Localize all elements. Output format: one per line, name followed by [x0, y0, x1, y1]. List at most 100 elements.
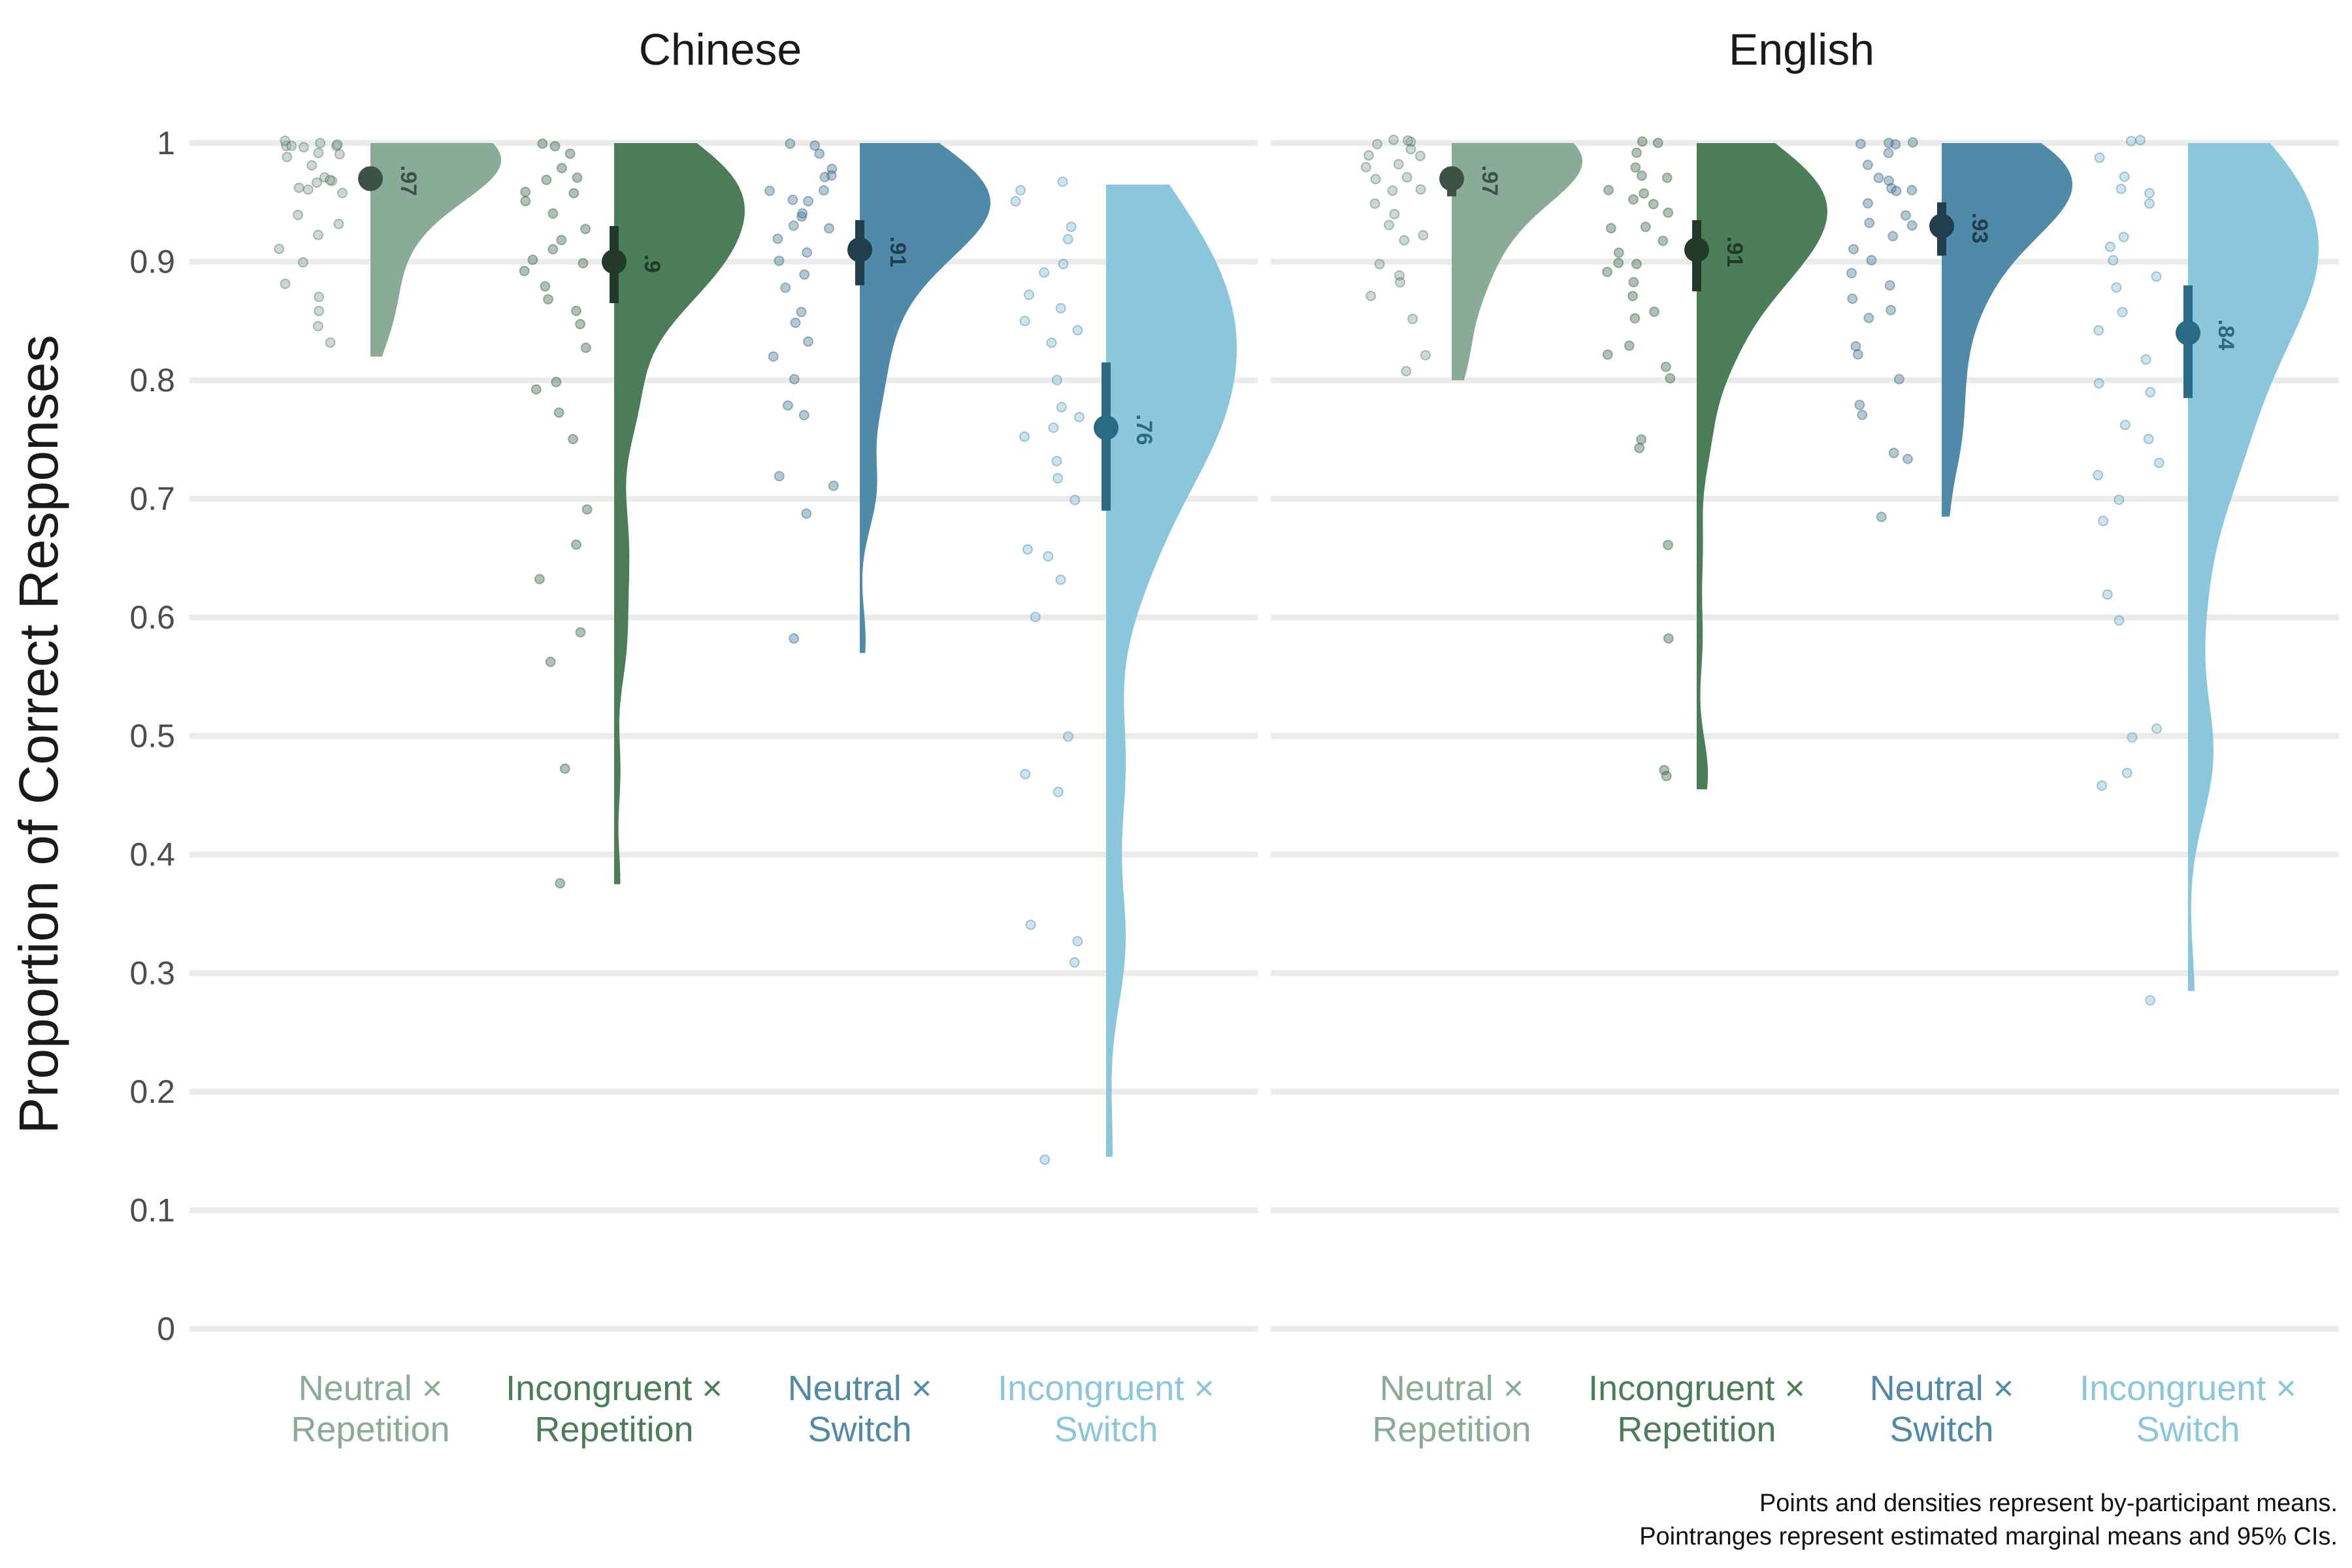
mean-point [1929, 214, 1954, 239]
participant-point [797, 208, 808, 219]
participant-point [531, 384, 542, 395]
participant-point [1022, 544, 1033, 555]
mean-label: .97 [396, 165, 421, 196]
participant-point [1401, 172, 1413, 183]
participant-point [789, 374, 800, 385]
participant-point [551, 376, 562, 387]
participant-point [331, 140, 342, 152]
participant-point [1010, 196, 1021, 207]
participant-point [1659, 764, 1670, 776]
participant-point [1862, 159, 1873, 171]
participant-point [2119, 171, 2130, 182]
participant-point [549, 140, 561, 152]
x-tick-label-line2: Switch [2136, 1410, 2240, 1449]
participant-point [2119, 419, 2131, 431]
participant-point [1039, 1154, 1051, 1165]
participant-point [1891, 186, 1902, 197]
participant-point [1039, 267, 1050, 278]
participant-point [541, 174, 552, 186]
participant-point [559, 763, 570, 774]
participant-point [1663, 540, 1674, 551]
participant-point [334, 149, 345, 160]
participant-point [803, 196, 813, 206]
participant-point [315, 138, 326, 148]
participant-point [1384, 220, 1394, 231]
participant-point [332, 139, 343, 150]
participant-point [298, 142, 309, 153]
participant-point [2114, 494, 2125, 505]
participant-point [293, 182, 304, 193]
participant-point [1401, 366, 1412, 377]
participant-point [2144, 188, 2155, 199]
participant-point [2093, 378, 2104, 389]
participant-point [1663, 633, 1674, 644]
group-3: .76 Incongruent ×Switch [998, 176, 1237, 1449]
participant-point [1069, 957, 1080, 968]
x-tick-label-line2: Repetition [1617, 1410, 1776, 1449]
group-2: .93 Neutral ×Switch [1846, 137, 2072, 1449]
x-tick-label-line1: Neutral × [299, 1369, 443, 1408]
participant-point [313, 148, 324, 158]
participant-point [1414, 150, 1426, 161]
x-tick-label-line1: Neutral × [788, 1369, 932, 1408]
participant-point [1402, 135, 1413, 146]
participant-point [1852, 349, 1863, 360]
participant-point [1888, 448, 1899, 459]
participant-point [1857, 410, 1868, 421]
mean-point [2176, 320, 2200, 346]
participant-point [787, 194, 798, 205]
participant-point [1846, 268, 1857, 279]
x-tick-label-line1: Incongruent × [1588, 1369, 1805, 1408]
participant-point [1364, 150, 1374, 161]
participant-point [2151, 723, 2162, 734]
participant-point [302, 184, 314, 195]
mean-label: .97 [1477, 165, 1502, 196]
participant-point [1866, 255, 1877, 266]
participant-point [2126, 135, 2136, 146]
participant-point [578, 257, 589, 269]
participant-point [1637, 136, 1648, 147]
participant-point [1387, 185, 1398, 196]
participant-point [297, 257, 308, 268]
participant-point [1665, 373, 1676, 384]
participant-point [1661, 172, 1673, 184]
participant-point [1055, 302, 1066, 314]
group-0: .97 Neutral ×Repetition [1360, 135, 1582, 1449]
panel-title: Chinese [639, 25, 802, 74]
density-half-violin [370, 143, 501, 357]
participant-point [571, 305, 581, 316]
participant-point [1893, 374, 1904, 385]
participant-point [2140, 354, 2151, 365]
participant-point [1057, 176, 1068, 188]
participant-point [2144, 198, 2155, 209]
participant-point [1020, 768, 1031, 779]
participant-point [540, 281, 551, 292]
participant-point [280, 278, 291, 289]
participant-point [1907, 137, 1918, 148]
participant-point [768, 351, 779, 362]
participant-point [809, 140, 821, 151]
participant-point [282, 152, 293, 163]
participant-point [2121, 768, 2132, 779]
x-tick-label-line1: Incongruent × [506, 1369, 723, 1408]
participant-point [545, 657, 556, 667]
y-tick-label: 0.1 [129, 1192, 175, 1229]
participant-point [1630, 162, 1641, 173]
participant-point [1873, 172, 1884, 184]
participant-point [801, 508, 812, 519]
mean-label: .76 [1132, 414, 1156, 445]
participant-point [572, 172, 583, 183]
participant-point [774, 255, 785, 267]
participant-point [556, 163, 567, 174]
group-2: .91 Neutral ×Switch [764, 138, 990, 1449]
participant-point [819, 185, 829, 196]
participant-point [1058, 259, 1069, 270]
participant-point [2098, 515, 2109, 527]
participant-point [2145, 387, 2156, 398]
participant-point [1613, 257, 1624, 269]
participant-point [581, 504, 593, 515]
participant-point [789, 633, 800, 644]
participant-point [543, 294, 553, 305]
participant-point [824, 223, 834, 234]
